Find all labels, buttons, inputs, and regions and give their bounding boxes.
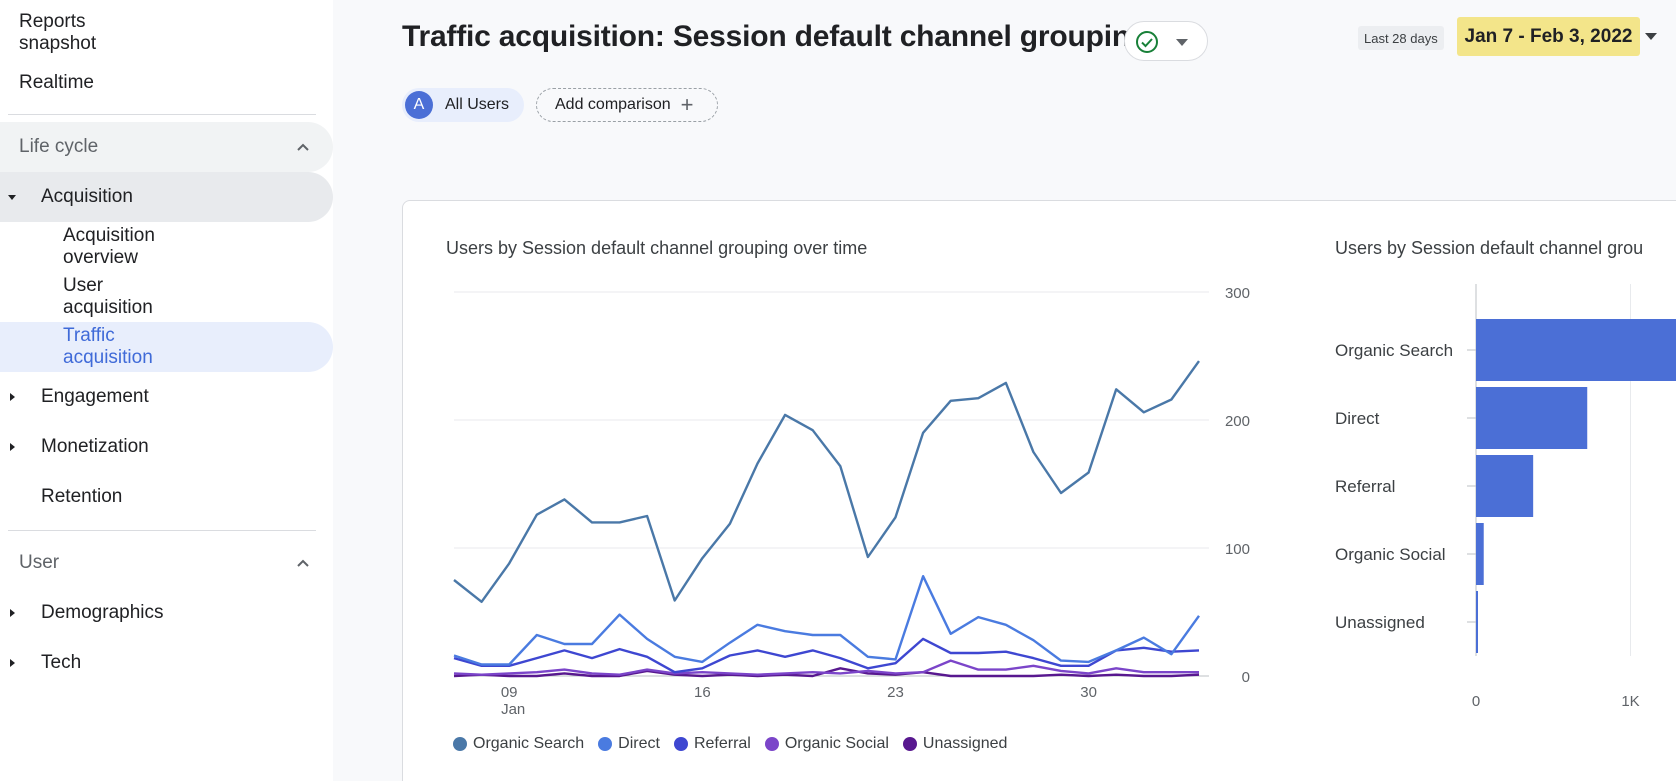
legend-swatch — [453, 737, 467, 751]
sidebar-divider — [8, 114, 316, 115]
bar-category-label: Organic Social — [1335, 545, 1446, 564]
bar-category-label: Unassigned — [1335, 613, 1425, 632]
bar-organic-social — [1476, 523, 1484, 585]
nav-acquisition-overview-label: Acquisition overview — [63, 225, 155, 268]
caret-right-icon — [10, 443, 15, 451]
x-tick-label: 16 — [694, 684, 711, 701]
y-tick-label: 100 — [1225, 541, 1250, 558]
dropdown-arrow-icon — [1176, 39, 1188, 46]
x-tick-sublabel: Jan — [501, 701, 525, 718]
add-comparison-label: Add comparison — [555, 96, 671, 113]
legend-item[interactable]: Organic Search — [453, 735, 584, 753]
legend-swatch — [673, 737, 688, 751]
charts-card — [402, 200, 1676, 781]
bar-referral — [1476, 455, 1534, 517]
add-comparison-button[interactable]: Add comparison + — [536, 88, 718, 122]
nav-monetization-label: Monetization — [41, 436, 149, 457]
legend-item[interactable]: Organic Social — [764, 735, 889, 753]
x-tick-label: 09 — [501, 684, 518, 701]
bar-x-tick-label: 0 — [1472, 693, 1480, 710]
series-line-organic-social — [453, 659, 1199, 676]
legend-label: Organic Social — [784, 735, 889, 752]
section-lifecycle-label: Life cycle — [19, 136, 99, 157]
legend-label: Unassigned — [922, 735, 1008, 752]
nav-engagement-label: Engagement — [41, 386, 149, 407]
chevron-up-icon[interactable] — [293, 553, 313, 573]
section-user[interactable]: User — [0, 538, 333, 588]
bar-chart-title: Users by Session default channel grou — [1335, 238, 1644, 258]
series-line-referral — [453, 637, 1200, 674]
legend-label: Direct — [618, 735, 660, 752]
bar-category-label: Organic Search — [1335, 341, 1453, 360]
nav-traffic-acquisition-label: Traffic acquisition — [63, 325, 153, 368]
date-range-picker[interactable]: Jan 7 - Feb 3, 2022 — [1457, 17, 1640, 56]
sidebar-nav: Reports snapshot Realtime Life cycle Acq… — [0, 0, 333, 781]
legend-item[interactable]: Referral — [673, 735, 751, 753]
legend-label: Organic Search — [473, 735, 585, 752]
bar-organic-search — [1476, 319, 1676, 381]
bar-direct — [1476, 387, 1588, 449]
chevron-up-icon[interactable] — [293, 137, 313, 157]
line-chart-legend: Organic Search Direct Referral Organic Soci… — [453, 735, 1021, 753]
section-lifecycle-bg — [0, 122, 333, 172]
nav-acquisition-label: Acquisition — [41, 186, 133, 207]
date-dropdown-icon[interactable] — [1643, 28, 1659, 44]
series-line-direct — [453, 575, 1200, 666]
nav-realtime-label: Realtime — [19, 72, 94, 93]
caret-right-icon — [10, 659, 15, 667]
legend-swatch — [764, 737, 779, 751]
y-tick-label: 200 — [1225, 413, 1250, 430]
nav-user-acquisition-label: User acquisition — [63, 275, 153, 318]
nav-traffic-acquisition-bg — [0, 322, 333, 372]
segment-label: All Users — [445, 96, 510, 113]
caret-down-icon — [8, 195, 16, 200]
sidebar-divider — [8, 530, 316, 531]
bar-unassigned — [1476, 591, 1478, 653]
nav-retention-label: Retention — [41, 486, 123, 507]
plus-icon: + — [680, 92, 694, 117]
nav-demographics-label: Demographics — [41, 602, 164, 623]
legend-swatch — [902, 737, 917, 751]
report-status-button[interactable] — [1124, 21, 1208, 61]
check-circle-icon — [1136, 31, 1158, 53]
section-lifecycle[interactable]: Life cycle — [0, 122, 333, 172]
bar-category-label: Referral — [1335, 477, 1395, 496]
section-user-label: User — [19, 552, 60, 573]
bar-category-label: Direct — [1335, 409, 1380, 428]
legend-swatch — [598, 737, 613, 751]
line-chart-title: Users by Session default channel groupin… — [446, 238, 868, 258]
x-tick-label: 23 — [887, 684, 904, 701]
page-title: Traffic acquisition: Session default cha… — [402, 20, 1149, 53]
legend-label: Referral — [693, 735, 751, 752]
segment-chip-all-users[interactable]: A All Users — [402, 88, 524, 122]
nav-acquisition-bg — [0, 172, 333, 222]
nav-reports-snapshot-label: Reports snapshot — [19, 11, 97, 54]
legend-item[interactable]: Direct — [598, 735, 660, 753]
bar-x-tick-label: 1K — [1621, 693, 1639, 710]
nav-tech-label: Tech — [41, 652, 82, 673]
x-tick-label: 30 — [1080, 684, 1097, 701]
date-preset-label[interactable]: Last 28 days — [1358, 26, 1444, 50]
legend-item[interactable]: Unassigned — [902, 735, 1008, 753]
series-line-organic-search — [453, 360, 1200, 603]
segment-avatar: A — [405, 91, 433, 119]
caret-right-icon — [10, 393, 15, 401]
y-tick-label: 0 — [1242, 669, 1250, 686]
caret-right-icon — [10, 609, 15, 617]
y-tick-label: 300 — [1225, 285, 1250, 302]
